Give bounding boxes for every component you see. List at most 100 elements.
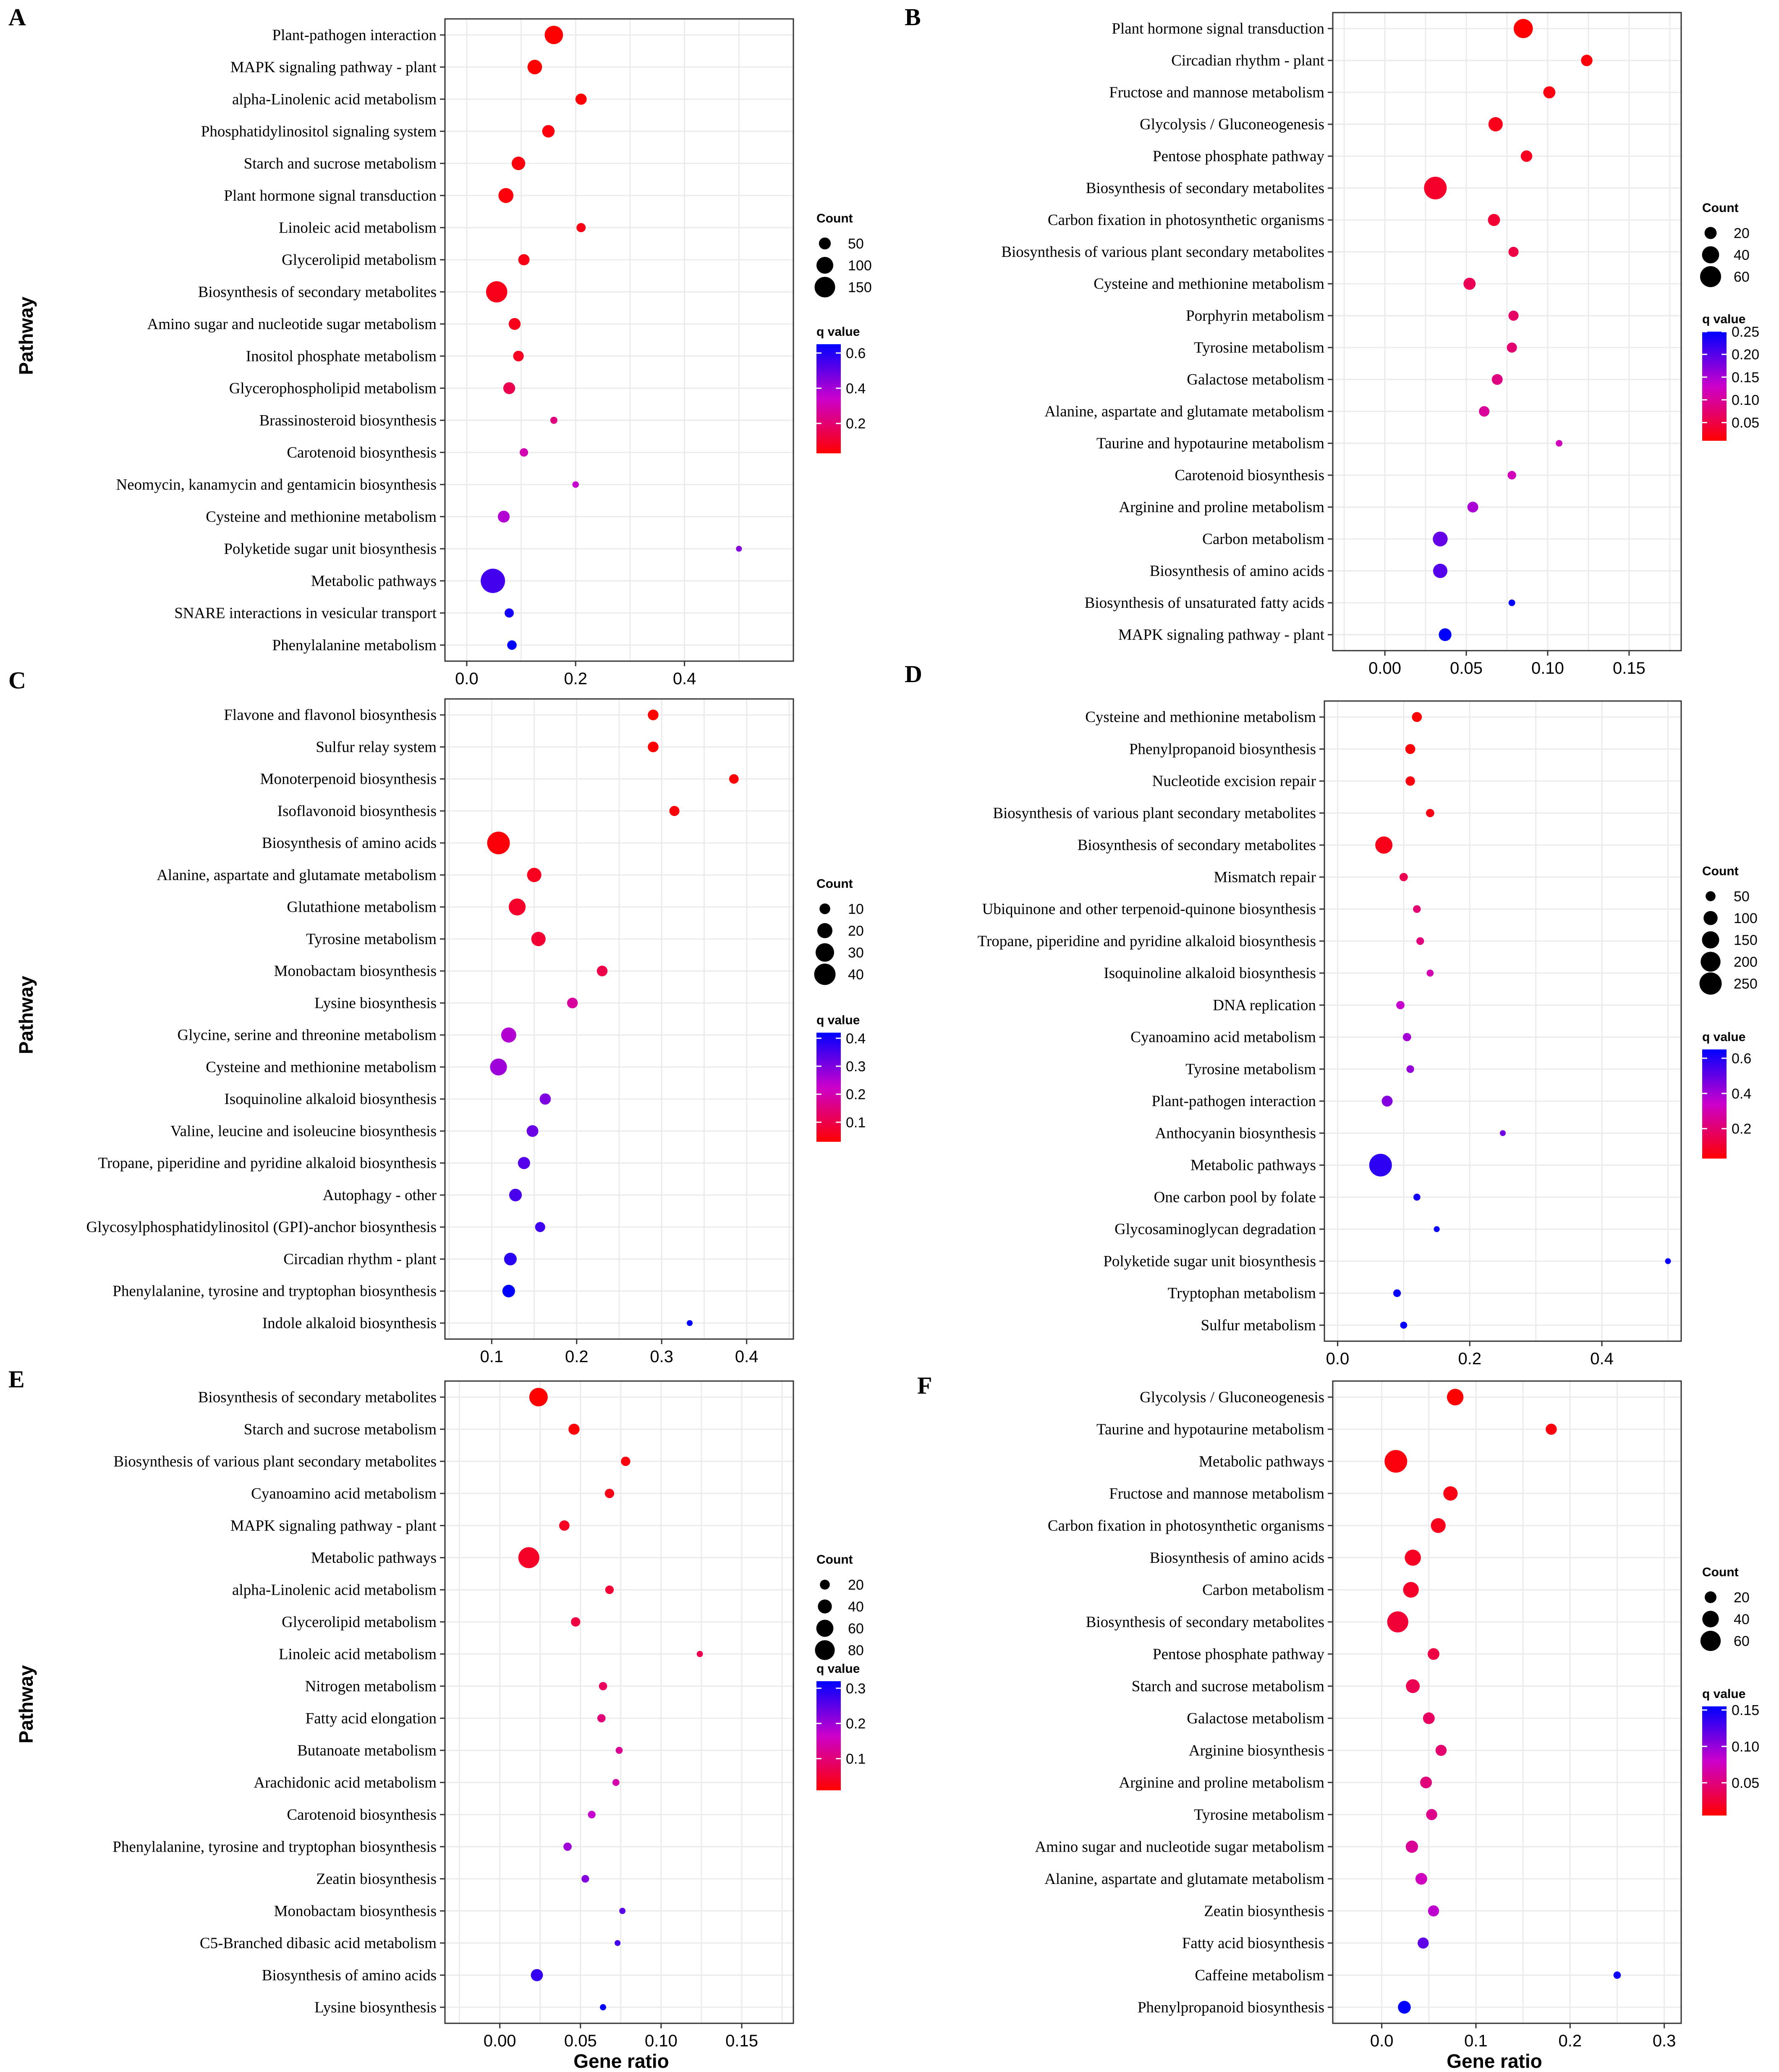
data-point: [1405, 1840, 1418, 1853]
count-legend-label: 40: [848, 967, 864, 983]
q-legend-title: q value: [816, 1662, 860, 1676]
x-axis-title-e: Gene ratio: [573, 2050, 669, 2072]
data-point: [604, 1489, 615, 1498]
q-legend-label: 0.6: [1732, 1051, 1751, 1067]
pathway-label: Flavone and flavonol biosynthesis: [224, 706, 437, 724]
pathway-label: Phosphatidylinositol signaling system: [201, 123, 437, 140]
pathway-label: Tyrosine metabolism: [1185, 1061, 1316, 1078]
data-point: [1428, 1648, 1439, 1660]
pathway-label: Tropane, piperidine and pyridine alkaloi…: [978, 933, 1316, 950]
data-point: [669, 806, 680, 816]
x-tick-label: 0.2: [1558, 2032, 1582, 2050]
data-point: [729, 774, 739, 784]
pathway-label: Arginine and proline metabolism: [1119, 1774, 1325, 1791]
x-tick-label: 0.1: [480, 1347, 504, 1366]
pathway-label: Pentose phosphate pathway: [1153, 148, 1324, 165]
q-legend-label: 0.4: [846, 1031, 866, 1046]
pathway-label: Neomycin, kanamycin and gentamicin biosy…: [116, 476, 437, 493]
pathway-label: Metabolic pathways: [311, 573, 437, 590]
data-point: [1412, 712, 1422, 722]
data-point: [1433, 531, 1448, 547]
pathway-label: Biosynthesis of secondary metabolites: [1086, 180, 1324, 197]
pathway-label: Phenylalanine, tyrosine and tryptophan b…: [112, 1838, 437, 1855]
pathway-label: Fatty acid biosynthesis: [1182, 1935, 1324, 1952]
count-legend-dot: [814, 277, 835, 298]
data-point: [531, 931, 546, 946]
data-point: [599, 1682, 607, 1690]
q-legend-title: q value: [1702, 1687, 1745, 1701]
pathway-label: Circadian rhythm - plant: [1171, 52, 1324, 69]
x-axis-title-f: Gene ratio: [1447, 2050, 1542, 2072]
data-point: [507, 640, 517, 650]
x-tick-label: 0.4: [735, 1347, 759, 1366]
data-point: [539, 1093, 551, 1105]
data-point: [596, 965, 608, 976]
x-tick-label: 0.2: [1458, 1350, 1481, 1368]
data-point: [1416, 937, 1424, 945]
count-legend-title: Count: [1702, 201, 1739, 215]
q-legend-label: 0.25: [1732, 324, 1759, 340]
count-legend-label: 40: [1734, 247, 1750, 263]
pathway-label: Polyketide sugar unit biosynthesis: [1103, 1253, 1316, 1270]
pathway-label: Carbon metabolism: [1202, 1581, 1324, 1598]
pathway-label: Polyketide sugar unit biosynthesis: [224, 540, 437, 557]
q-legend-label: 0.2: [846, 416, 866, 432]
panel-letter: A: [8, 3, 26, 31]
pathway-label: Phenylpropanoid biosynthesis: [1138, 1999, 1324, 2016]
count-legend-label: 150: [1734, 932, 1758, 948]
data-point: [1393, 1289, 1401, 1297]
data-point: [518, 254, 530, 266]
data-point: [1405, 1549, 1421, 1566]
q-legend-label: 0.20: [1732, 347, 1759, 363]
pathway-label: Glycerolipid metabolism: [282, 251, 437, 269]
pathway-label: Fructose and mannose metabolism: [1109, 84, 1324, 101]
data-point: [605, 1585, 614, 1594]
pathway-label: Carotenoid biosynthesis: [287, 444, 437, 461]
pathway-label: Carbon fixation in photosynthetic organi…: [1048, 1517, 1324, 1534]
data-point: [1488, 117, 1503, 132]
pathway-label: Metabolic pathways: [1190, 1157, 1316, 1174]
q-legend-label: 0.2: [846, 1087, 866, 1103]
pathway-label: Monobactam biosynthesis: [274, 963, 437, 980]
data-point: [1665, 1258, 1671, 1264]
pathway-label: Starch and sucrose metabolism: [244, 155, 437, 172]
count-legend-dot: [815, 1640, 835, 1660]
x-tick-label: 0.15: [1613, 659, 1646, 678]
pathway-label: Cysteine and methionine metabolism: [1094, 275, 1324, 293]
x-tick-label: 0.0: [1370, 2032, 1394, 2050]
pathway-label: Tropane, piperidine and pyridine alkaloi…: [98, 1155, 437, 1172]
panel-b: B 0.00 0.05 0.10 0.15 Plant hormone signal tr…: [905, 3, 1759, 678]
pathway-label: Phenylpropanoid biosynthesis: [1129, 740, 1316, 758]
data-point: [621, 1457, 630, 1466]
count-legend-label: 100: [1734, 910, 1758, 926]
data-point: [1467, 502, 1478, 513]
pathway-label: Biosynthesis of secondary metabolites: [1078, 837, 1316, 854]
pathway-label: Carbon metabolism: [1202, 531, 1324, 548]
data-point: [1507, 471, 1516, 480]
data-point: [1434, 1226, 1440, 1232]
data-point: [1500, 1130, 1506, 1136]
pathway-label: alpha-Linolenic acid metabolism: [232, 91, 437, 108]
pathway-label: MAPK signaling pathway - plant: [230, 59, 437, 76]
data-point: [490, 1058, 507, 1075]
pathway-label: Lysine biosynthesis: [314, 994, 437, 1012]
pathway-label: Isoquinoline alkaloid biosynthesis: [1104, 965, 1316, 982]
pathway-label: Metabolic pathways: [1199, 1453, 1324, 1470]
q-legend-title: q value: [816, 325, 860, 339]
pathway-label: Galactose metabolism: [1187, 371, 1324, 388]
data-point: [572, 481, 579, 488]
data-point: [1581, 55, 1593, 66]
data-point: [486, 281, 508, 303]
panel-f: F 0.0 0.1 0.2 0.3 Glycolysis / Gluconeogenesi…: [917, 1372, 1759, 2050]
data-point: [648, 741, 659, 753]
data-point: [736, 546, 742, 552]
data-point: [612, 1779, 620, 1786]
pathway-label: Alanine, aspartate and glutamate metabol…: [1044, 403, 1324, 420]
pathway-label: Fructose and mannose metabolism: [1109, 1485, 1324, 1502]
pathway-label: Tyrosine metabolism: [306, 931, 437, 948]
pathway-label: C5-Branched dibasic acid metabolism: [200, 1935, 437, 1952]
x-tick-label: 0.15: [725, 2032, 758, 2050]
q-legend-title: q value: [816, 1013, 860, 1027]
data-point: [1556, 440, 1563, 447]
